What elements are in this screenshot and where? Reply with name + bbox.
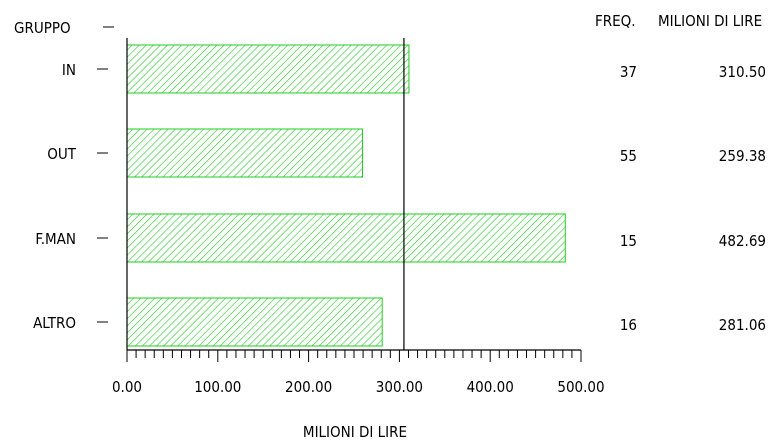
bar-f-man — [126, 213, 566, 263]
category-axis-title: GRUPPO — [14, 19, 71, 37]
x-axis-title: MILIONI DI LIRE — [303, 423, 407, 441]
value-label: 482.69 — [719, 232, 766, 250]
bar-in — [126, 44, 410, 94]
category-label: F.MAN — [35, 230, 76, 248]
x-axis-ticks: 0.00 100.00 200.00 300.00 400.00 500.00 — [112, 350, 605, 396]
x-tick-label: 300.00 — [376, 378, 423, 396]
category-label: IN — [62, 61, 76, 79]
category-labels: IN OUT F.MAN ALTRO — [33, 61, 108, 332]
x-tick-label: 0.00 — [112, 378, 142, 396]
value-label: 281.06 — [719, 316, 766, 334]
freq-value: 15 — [620, 232, 637, 250]
bars-layer — [126, 44, 566, 347]
bar-out — [126, 128, 364, 178]
freq-value: 37 — [620, 63, 637, 81]
x-tick-label: 200.00 — [285, 378, 332, 396]
freq-header: FREQ. — [595, 12, 636, 30]
x-tick-label: 500.00 — [557, 378, 604, 396]
freq-value: 55 — [620, 147, 637, 165]
value-label: 259.38 — [719, 147, 766, 165]
bar-altro — [126, 297, 383, 347]
value-header: MILIONI DI LIRE — [658, 12, 762, 30]
value-label: 310.50 — [719, 63, 766, 81]
category-label: ALTRO — [33, 314, 76, 332]
category-label: OUT — [47, 145, 77, 163]
x-tick-label: 400.00 — [467, 378, 514, 396]
x-tick-label: 100.00 — [194, 378, 241, 396]
value-table: 37 310.50 55 259.38 15 482.69 16 281.06 — [620, 63, 766, 334]
freq-value: 16 — [620, 316, 637, 334]
